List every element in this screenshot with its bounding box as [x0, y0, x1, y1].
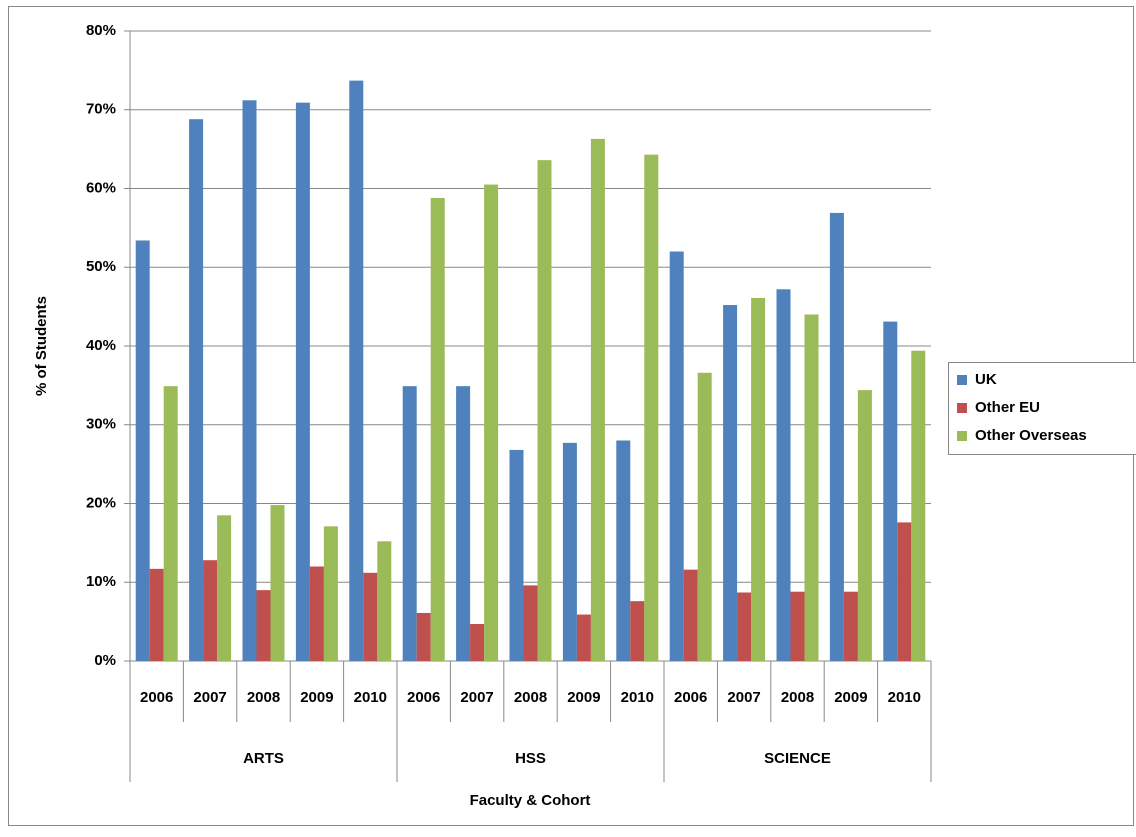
y-tick-label: 20%: [86, 494, 116, 511]
bar: [510, 450, 524, 661]
bar: [911, 351, 925, 661]
x-tick-label: 2007: [193, 689, 226, 706]
bar: [417, 613, 431, 661]
legend-label: UK: [975, 371, 997, 388]
bar: [751, 298, 765, 661]
bar: [577, 615, 591, 661]
bar: [591, 139, 605, 661]
bar: [897, 522, 911, 661]
bar: [189, 119, 203, 661]
bar: [616, 441, 630, 662]
bar: [563, 443, 577, 661]
y-tick-label: 30%: [86, 416, 116, 433]
bar: [470, 624, 484, 661]
y-tick-label: 40%: [86, 337, 116, 354]
bar: [310, 567, 324, 662]
bar: [538, 160, 552, 661]
bar: [271, 505, 285, 661]
x-tick-label: 2009: [567, 689, 600, 706]
group-label: HSS: [515, 750, 546, 767]
x-tick-label: 2010: [621, 689, 654, 706]
y-tick-label: 70%: [86, 101, 116, 118]
x-tick-label: 2009: [834, 689, 867, 706]
y-tick-label: 60%: [86, 179, 116, 196]
y-tick-label: 80%: [86, 22, 116, 39]
x-tick-label: 2010: [888, 689, 921, 706]
bar: [844, 592, 858, 661]
bar: [203, 560, 217, 661]
x-tick-label: 2008: [514, 689, 547, 706]
legend-swatch: [957, 403, 967, 413]
group-label: SCIENCE: [764, 750, 831, 767]
bar: [150, 569, 164, 661]
bar: [670, 252, 684, 662]
bar: [136, 240, 150, 661]
bar: [217, 515, 231, 661]
legend-swatch: [957, 431, 967, 441]
legend-swatch: [957, 375, 967, 385]
x-tick-label: 2007: [460, 689, 493, 706]
x-tick-label: 2009: [300, 689, 333, 706]
bar: [858, 390, 872, 661]
bar: [243, 100, 257, 661]
y-axis-title: % of Students: [33, 296, 50, 396]
bar: [723, 305, 737, 661]
bar: [630, 601, 644, 661]
x-tick-label: 2006: [674, 689, 707, 706]
group-label: ARTS: [243, 750, 284, 767]
bar: [257, 590, 271, 661]
x-tick-label: 2010: [354, 689, 387, 706]
y-tick-label: 50%: [86, 258, 116, 275]
x-tick-label: 2007: [727, 689, 760, 706]
bar: [684, 570, 698, 661]
bar: [883, 322, 897, 661]
bar: [431, 198, 445, 661]
bar: [296, 103, 310, 661]
legend-label: Other EU: [975, 399, 1040, 416]
x-tick-label: 2008: [781, 689, 814, 706]
bar: [524, 585, 538, 661]
bar: [777, 289, 791, 661]
bar: [403, 386, 417, 661]
bar: [805, 315, 819, 662]
bar: [377, 541, 391, 661]
bar: [363, 573, 377, 661]
bar: [644, 155, 658, 661]
y-tick-label: 0%: [94, 652, 116, 669]
y-tick-label: 10%: [86, 573, 116, 590]
bar: [484, 185, 498, 661]
bar: [456, 386, 470, 661]
bar: [830, 213, 844, 661]
bar: [349, 81, 363, 661]
x-axis-title: Faculty & Cohort: [470, 792, 591, 809]
bar: [324, 526, 338, 661]
x-tick-label: 2006: [140, 689, 173, 706]
bar: [698, 373, 712, 661]
x-tick-label: 2006: [407, 689, 440, 706]
bar: [164, 386, 178, 661]
x-tick-label: 2008: [247, 689, 280, 706]
legend-label: Other Overseas: [975, 427, 1087, 444]
bar: [791, 592, 805, 661]
bar: [737, 592, 751, 661]
